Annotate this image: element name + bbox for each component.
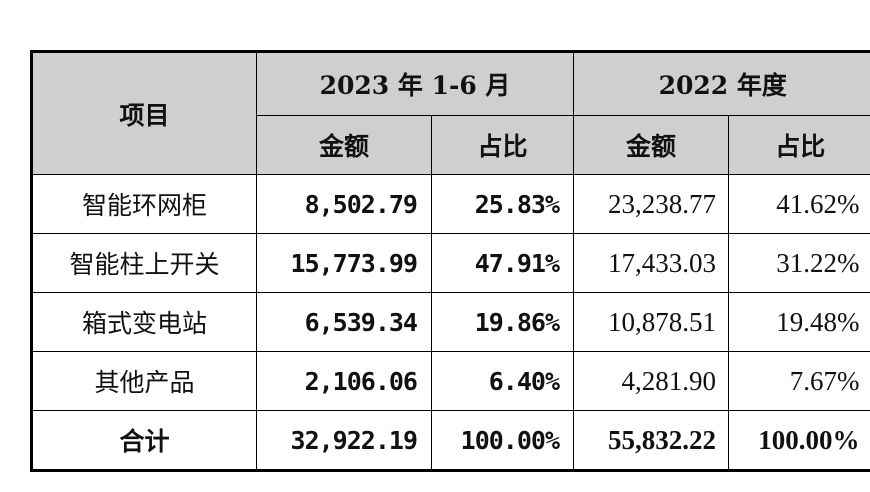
subheader-row: 金额 占比 金额 占比 <box>32 115 870 175</box>
table-body: 智能环网柜 8,502.79 25.83% 23,238.77 41.62% 智能柱上开关… <box>31 174 870 471</box>
total-row: 合计 32,922.19 100.00% 55,832.22 100.00% <box>31 410 870 471</box>
cell-value: 10,878.51 <box>573 292 730 352</box>
header-group: 2023 年 1-6 月 <box>255 51 575 116</box>
row-label: 智能柱上开关 <box>31 233 257 293</box>
header-item: 项目 <box>31 51 257 175</box>
subheader: 金额 <box>256 115 432 175</box>
cell-value: 25.83% <box>430 174 575 234</box>
cell-value: 8,502.79 <box>256 174 432 234</box>
data-row: 智能环网柜 8,502.79 25.83% 23,238.77 41.62% <box>31 174 870 234</box>
cell-value: 41.62% <box>728 174 870 234</box>
row-label: 其他产品 <box>31 351 257 411</box>
row-label: 智能环网柜 <box>31 174 257 234</box>
cell-value: 31.22% <box>728 233 870 293</box>
header-row: 项目 2023 年 1-6 月 2022 年度 <box>31 51 870 175</box>
cell-value: 7.67% <box>728 351 870 411</box>
cell-value: 47.91% <box>430 233 575 293</box>
subheader: 占比 <box>430 115 575 175</box>
cell-value: 2,106.06 <box>256 351 432 411</box>
cell-value: 32,922.19 <box>256 410 432 471</box>
header-group: 2022 年度 <box>573 51 870 116</box>
cell-value: 55,832.22 <box>573 410 730 471</box>
subheader: 占比 <box>728 115 870 175</box>
cell-value: 6,539.34 <box>256 292 432 352</box>
data-row: 其他产品 2,106.06 6.40% 4,281.90 7.67% <box>31 351 870 411</box>
cell-value: 19.48% <box>728 292 870 352</box>
data-table: 项目 2023 年 1-6 月 2022 年度 金额 占比 金额 占比 智能环网… <box>30 50 870 472</box>
row-label: 合计 <box>31 410 257 471</box>
cell-value: 17,433.03 <box>573 233 730 293</box>
subheader: 金额 <box>573 115 730 175</box>
cell-value: 19.86% <box>430 292 575 352</box>
table-container: 项目 2023 年 1-6 月 2022 年度 金额 占比 金额 占比 智能环网… <box>30 50 870 472</box>
cell-value: 23,238.77 <box>573 174 730 234</box>
data-row: 箱式变电站 6,539.34 19.86% 10,878.51 19.48% <box>31 292 870 352</box>
cell-value: 4,281.90 <box>573 351 730 411</box>
cell-value: 100.00% <box>728 410 870 471</box>
cell-value: 100.00% <box>430 410 575 471</box>
row-label: 箱式变电站 <box>31 292 257 352</box>
cell-value: 15,773.99 <box>256 233 432 293</box>
cell-value: 6.40% <box>430 351 575 411</box>
data-row: 智能柱上开关 15,773.99 47.91% 17,433.03 31.22% <box>31 233 870 293</box>
